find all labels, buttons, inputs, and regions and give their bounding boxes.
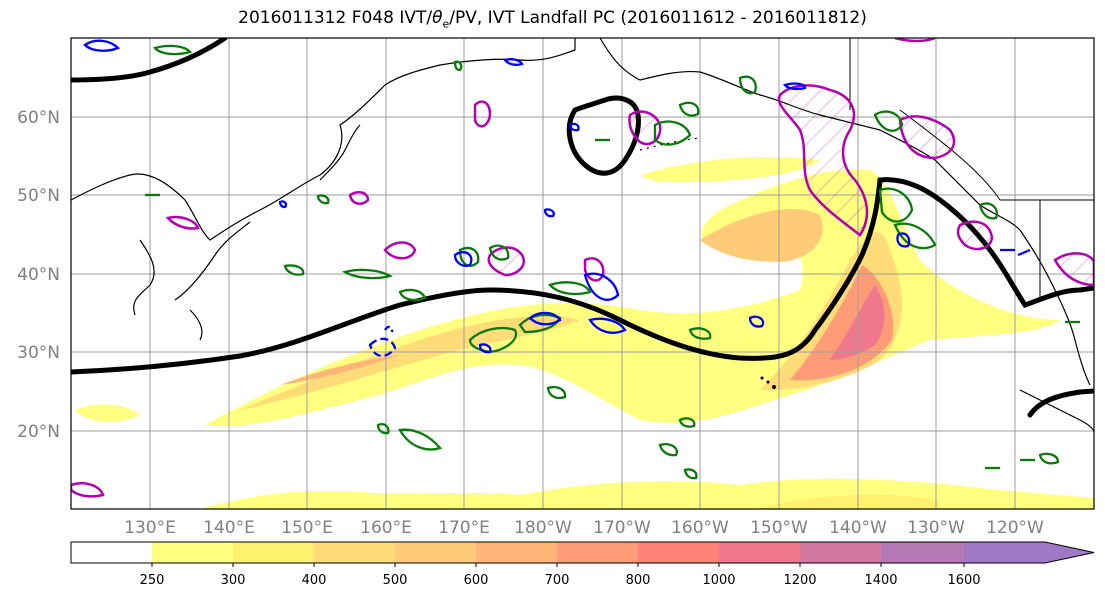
- colorbar-segment: [800, 542, 881, 563]
- ivt-plume-core1: [280, 355, 400, 385]
- pv-far-east: [1053, 252, 1094, 287]
- colorbar-label: 600: [464, 573, 489, 588]
- lon-label: 170°E: [438, 518, 490, 538]
- colorbar-label: 300: [221, 573, 246, 588]
- ivt-east-core: [830, 285, 885, 360]
- pv-contours: [487, 84, 1094, 287]
- lat-label: 50°N: [17, 186, 60, 206]
- lon-label: 150°W: [750, 518, 808, 538]
- ivt-gulf: [700, 209, 823, 262]
- ivt-west-small: [75, 404, 140, 422]
- colorbar-label: 1600: [947, 573, 980, 588]
- colorbar-label: 400: [302, 573, 327, 588]
- lat-label: 20°N: [17, 422, 60, 442]
- lon-label: 130°W: [907, 518, 965, 538]
- colorbar-segment: [71, 542, 152, 563]
- korea-japan: [133, 221, 251, 341]
- lat-label: 60°N: [17, 108, 60, 128]
- pv-alaska-east: [898, 115, 956, 160]
- pv-gulf-large: [777, 84, 869, 237]
- pv-coast: [956, 220, 994, 251]
- colorbar-segment: [233, 542, 314, 563]
- colorbar-segment: [476, 542, 557, 563]
- colorbar: 250 300 400 500 600 700 800 1000 1200 14…: [70, 541, 1095, 588]
- lon-label: 160°W: [671, 518, 729, 538]
- colorbar-label: 1200: [783, 573, 816, 588]
- aleutians: [639, 137, 701, 151]
- colorbar-label: 250: [140, 573, 165, 588]
- pv-negative-contours: [83, 39, 1031, 358]
- lon-label: 170°W: [593, 518, 651, 538]
- latitude-labels: 60°N 50°N 40°N 30°N 20°N: [17, 108, 60, 442]
- colorbar-label: 700: [545, 573, 570, 588]
- lon-label: 160°E: [360, 518, 412, 538]
- colorbar-label: 500: [383, 573, 408, 588]
- lon-label: 130°E: [124, 518, 176, 538]
- lon-label: 150°E: [281, 518, 333, 538]
- ivt-south-mid: [760, 494, 940, 509]
- lon-label: 180°W: [514, 518, 572, 538]
- lon-label: 140°W: [829, 518, 887, 538]
- colorbar-segment: [719, 542, 800, 563]
- pv-mid: [487, 246, 525, 277]
- colorbar-label: 800: [626, 573, 651, 588]
- longitude-labels: 130°E 140°E 150°E 160°E 170°E 180°W 170°…: [124, 518, 1044, 538]
- kamchatka: [319, 124, 361, 181]
- colorbar-segment: [314, 542, 395, 563]
- figure-title: 2016011312 F048 IVT/θe/PV, IVT Landfall …: [238, 8, 867, 31]
- colorbar-label: 1400: [864, 573, 897, 588]
- hawaii-islands: [760, 376, 776, 389]
- jet-bering: [566, 95, 641, 176]
- colorbar-segment: [395, 542, 476, 563]
- ivt-plume-mid: [240, 316, 580, 410]
- mexico-coast: [1019, 389, 1094, 433]
- colorbar-label: 1000: [702, 573, 735, 588]
- lon-label: 140°E: [203, 518, 255, 538]
- map-frame: [70, 37, 1095, 510]
- jet-north-left: [71, 38, 228, 83]
- lat-label: 40°N: [17, 265, 60, 285]
- colorbar-extend-arrow: [964, 542, 1094, 563]
- colorbar-segment: [881, 542, 964, 563]
- lat-label: 30°N: [17, 343, 60, 363]
- jet-southeast: [1027, 388, 1094, 418]
- pv-bering-small: [628, 110, 662, 146]
- ivt-north-band: [640, 156, 820, 183]
- lon-label: 120°W: [986, 518, 1044, 538]
- colorbar-segment: [638, 542, 719, 563]
- asia-coast: [71, 38, 576, 241]
- colorbar-segment: [152, 542, 233, 563]
- ivt-east-mid: [790, 265, 894, 381]
- colorbar-segment: [557, 542, 638, 563]
